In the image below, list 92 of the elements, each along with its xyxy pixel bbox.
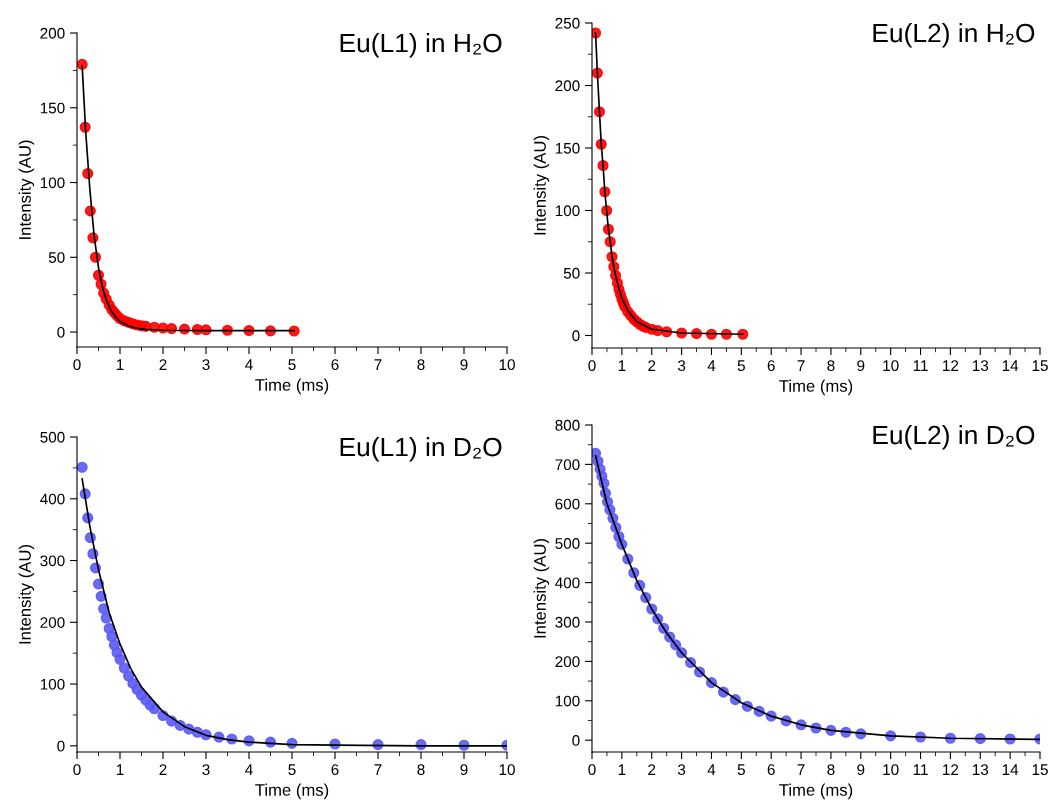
- x-tick-label: 5: [737, 360, 745, 372]
- x-tick-label: 0: [588, 360, 596, 372]
- y-tick-label: 300: [40, 555, 65, 567]
- x-tick-label: 1: [116, 764, 124, 775]
- y-tick-label: 400: [555, 577, 580, 589]
- x-tick-label: 3: [677, 360, 686, 372]
- y-tick-label: 500: [40, 431, 65, 443]
- x-tick-label: 3: [202, 764, 210, 776]
- x-tick-label: 12: [943, 764, 959, 775]
- y-tick-label: 400: [40, 493, 65, 505]
- y-tick-label: 200: [555, 656, 580, 668]
- y-tick-label: 0: [57, 740, 65, 752]
- x-tick-label: 1: [618, 360, 626, 371]
- y-tick-label: 500: [555, 538, 580, 549]
- chart-title: Eu(L1) in D₂O: [340, 437, 502, 462]
- x-tick-label: 6: [331, 359, 339, 371]
- x-tick-label: 10: [499, 764, 515, 776]
- x-tick-label: 7: [374, 764, 382, 775]
- x-tick-label: 11: [913, 360, 928, 371]
- y-tick-label: 100: [40, 177, 65, 189]
- x-tick-label: 7: [797, 360, 805, 371]
- y-tick-label: 150: [40, 102, 65, 114]
- x-tick-label: 5: [288, 359, 296, 371]
- x-tick-label: 2: [648, 764, 656, 775]
- x-tick-label: 15: [1032, 764, 1048, 776]
- chart-title: Eu(L2) in H₂O: [873, 23, 1035, 48]
- y-tick-label: 100: [555, 205, 580, 217]
- y-tick-label: 600: [555, 498, 580, 510]
- x-tick-label: 10: [883, 360, 899, 372]
- x-tick-label: 9: [857, 360, 865, 372]
- x-tick-label: 7: [374, 359, 382, 370]
- x-tick-label: 1: [618, 764, 626, 775]
- y-tick-label: 700: [555, 459, 580, 471]
- y-tick-label: 50: [563, 267, 580, 279]
- y-tick-label: 800: [555, 419, 580, 431]
- x-axis-title: Time (ms): [779, 783, 853, 800]
- x-tick-label: 9: [460, 764, 468, 776]
- x-tick-label: 5: [737, 764, 745, 776]
- x-tick-label: 10: [499, 359, 515, 371]
- chart-title: Eu(L2) in D₂O: [873, 425, 1035, 450]
- y-axis-title: Intensity (AU): [533, 136, 550, 235]
- x-tick-label: 6: [331, 764, 339, 776]
- y-axis-title: Intensity (AU): [18, 545, 35, 644]
- x-tick-label: 6: [767, 764, 775, 776]
- y-tick-label: 150: [555, 142, 580, 154]
- x-tick-label: 2: [159, 764, 167, 775]
- x-tick-label: 4: [245, 359, 253, 370]
- x-tick-label: 6: [767, 360, 775, 372]
- x-axis-title: Time (ms): [255, 783, 329, 800]
- x-tick-label: 0: [73, 359, 81, 371]
- x-tick-label: 7: [797, 764, 805, 775]
- y-tick-label: 0: [572, 330, 580, 342]
- x-tick-label: 4: [707, 360, 716, 371]
- y-tick-label: 250: [555, 17, 580, 29]
- y-tick-label: 50: [48, 252, 65, 263]
- x-tick-label: 4: [707, 764, 716, 775]
- x-tick-label: 12: [943, 360, 959, 371]
- x-tick-label: 2: [648, 360, 656, 371]
- y-tick-label: 200: [40, 617, 65, 628]
- x-tick-label: 9: [857, 764, 865, 776]
- x-tick-label: 8: [417, 764, 425, 776]
- y-tick-label: 0: [572, 735, 580, 746]
- x-tick-label: 4: [245, 764, 253, 775]
- chart-title: Eu(L1) in H₂O: [340, 33, 502, 58]
- x-tick-label: 5: [288, 764, 296, 776]
- y-tick-label: 100: [555, 695, 580, 707]
- y-tick-label: 300: [555, 616, 580, 628]
- x-tick-label: 14: [1002, 764, 1019, 775]
- x-tick-label: 11: [913, 764, 928, 775]
- y-tick-label: 0: [57, 326, 65, 338]
- x-tick-label: 9: [460, 359, 468, 371]
- x-tick-label: 13: [972, 764, 989, 776]
- x-tick-label: 8: [827, 764, 835, 776]
- y-axis-title: Intensity (AU): [533, 539, 550, 638]
- x-tick-label: 13: [972, 360, 989, 372]
- x-tick-label: 3: [677, 764, 686, 776]
- y-axis-title: Intensity (AU): [18, 140, 35, 239]
- y-tick-label: 100: [40, 678, 65, 690]
- x-axis-title: Time (ms): [779, 379, 853, 396]
- y-tick-label: 200: [40, 27, 65, 39]
- x-tick-label: 8: [827, 360, 835, 372]
- x-tick-label: 0: [73, 764, 81, 776]
- x-tick-label: 8: [417, 359, 425, 371]
- y-tick-label: 200: [555, 80, 580, 92]
- x-tick-label: 10: [883, 764, 899, 776]
- x-tick-label: 2: [159, 359, 167, 370]
- x-tick-label: 0: [588, 764, 596, 776]
- x-axis-title: Time (ms): [255, 378, 329, 395]
- x-tick-label: 3: [202, 359, 210, 371]
- x-tick-label: 15: [1032, 360, 1048, 372]
- x-tick-label: 14: [1002, 360, 1019, 371]
- x-tick-label: 1: [116, 359, 124, 370]
